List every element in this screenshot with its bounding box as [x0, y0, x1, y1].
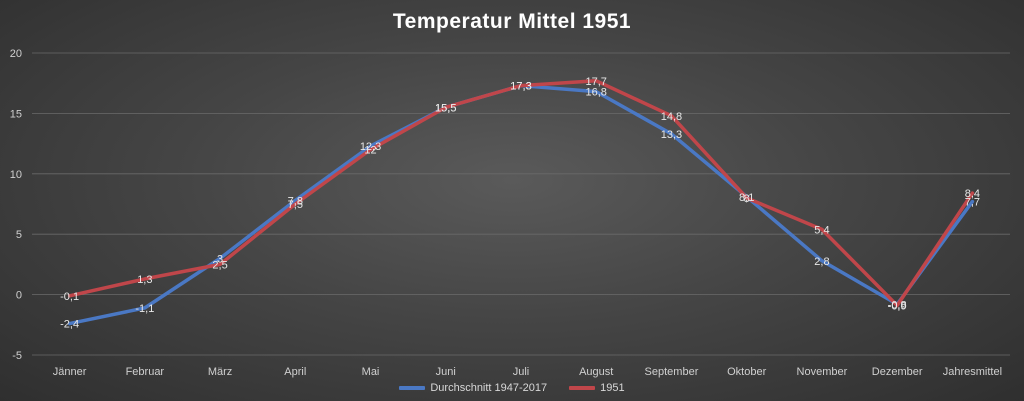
- legend-label-1951: 1951: [600, 382, 625, 394]
- data-label: 12,3: [360, 141, 381, 153]
- data-label: 17,3: [510, 81, 531, 93]
- x-tick-label: Jahresmittel: [943, 366, 1002, 378]
- legend-item-durchschnitt: Durchschnitt 1947-2017: [399, 382, 547, 394]
- x-tick-label: Mai: [362, 366, 380, 378]
- y-tick-label: 15: [10, 108, 22, 120]
- y-tick-label: 5: [16, 229, 22, 241]
- x-tick-label: September: [645, 366, 699, 378]
- x-tick-label: Juli: [513, 366, 530, 378]
- data-label: 13,3: [661, 129, 682, 141]
- data-label: 8,1: [739, 192, 754, 204]
- legend-swatch-durchschnitt: [399, 386, 426, 390]
- data-label: -0,8: [888, 299, 907, 311]
- data-label: 17,7: [586, 76, 607, 88]
- x-tick-label: August: [579, 366, 613, 378]
- data-label: 5,4: [814, 224, 829, 236]
- gridlines: [32, 52, 1010, 356]
- data-label: 3: [217, 253, 223, 265]
- legend-item-1951: 1951: [569, 382, 625, 394]
- data-label: 1,3: [137, 274, 152, 286]
- data-label: 8: [744, 193, 750, 205]
- y-tick-label: 10: [10, 169, 22, 181]
- data-label: -2,4: [60, 319, 79, 331]
- y-axis-ticks: -5 0 5 10 15 20: [10, 48, 22, 362]
- series-line-1: [67, 79, 975, 308]
- series-lines: [67, 79, 975, 326]
- data-label: 7,5: [288, 199, 303, 211]
- data-label: 15,5: [435, 102, 456, 114]
- x-tick-label: April: [284, 366, 306, 378]
- data-label: 7,8: [288, 195, 303, 207]
- data-label: -1,1: [135, 303, 154, 315]
- chart-title: Temperatur Mittel 1951: [392, 10, 632, 33]
- x-tick-label: Dezember: [872, 366, 923, 378]
- data-labels: -2,4 -1,1 3 7,8 12,3 15,5 17,3 16,8 13,3 8,1 2,8 -0…: [60, 76, 980, 331]
- x-tick-label: Februar: [126, 366, 165, 378]
- y-tick-label: -5: [12, 350, 22, 362]
- data-label: 8,4: [965, 188, 980, 200]
- data-label: -0,1: [60, 291, 79, 303]
- data-label: 7,7: [965, 197, 980, 209]
- x-tick-label: März: [208, 366, 232, 378]
- data-label: 14,8: [661, 111, 682, 123]
- data-label: 16,8: [586, 87, 607, 99]
- legend-swatch-1951: [569, 386, 596, 390]
- x-tick-label: Oktober: [727, 366, 766, 378]
- x-axis-ticks: Jänner Februar März April Mai Juni Juli August S…: [53, 366, 1002, 378]
- x-tick-label: Juni: [436, 366, 456, 378]
- data-label: 17,3: [510, 81, 531, 93]
- legend: Durchschnitt 1947-2017 1951: [0, 382, 1024, 394]
- y-tick-label: 20: [10, 48, 22, 60]
- data-label: 2,5: [212, 259, 227, 271]
- x-tick-label: November: [797, 366, 848, 378]
- data-label: 15,5: [435, 102, 456, 114]
- data-label: 12: [364, 145, 376, 157]
- y-tick-label: 0: [16, 290, 22, 302]
- legend-label-durchschnitt: Durchschnitt 1947-2017: [430, 382, 548, 394]
- series-line-0: [67, 83, 975, 326]
- data-label: -0,9: [888, 300, 907, 312]
- data-label: 2,8: [814, 256, 829, 268]
- x-tick-label: Jänner: [53, 366, 87, 378]
